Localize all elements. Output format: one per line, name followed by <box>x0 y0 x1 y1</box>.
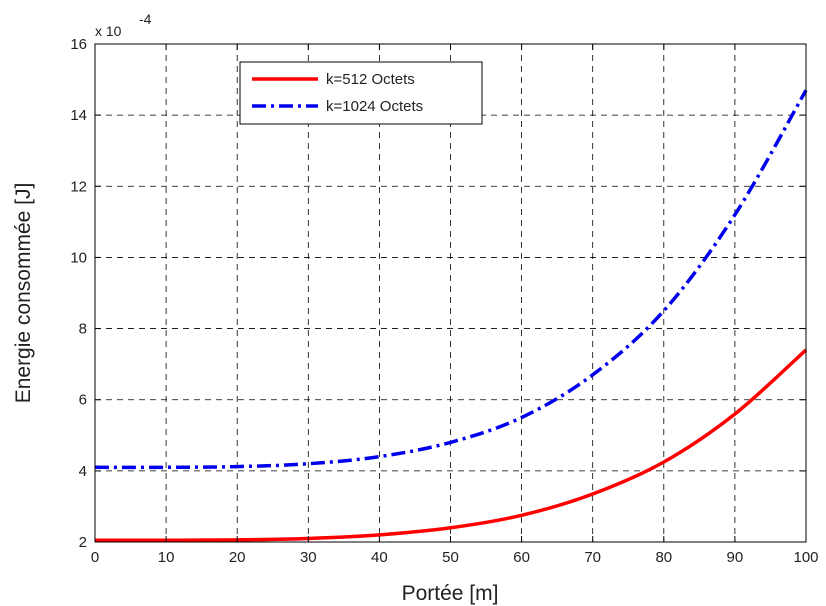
x-tick-label: 60 <box>513 549 530 566</box>
series-line-k512 <box>94 348 808 542</box>
y-tick-label: 12 <box>70 178 87 195</box>
x-tick-label: 40 <box>371 549 388 566</box>
x-axis-label: Portée [m] <box>402 582 499 605</box>
series-layer <box>94 89 808 542</box>
x-tick-label: 0 <box>91 549 99 566</box>
axis-ticks: 0 10 20 30 40 50 60 70 80 90 100 2 4 6 8 10 12 14 16 <box>70 36 818 566</box>
y-multiplier-exponent: -4 <box>139 11 152 27</box>
x-tick-label: 30 <box>300 549 317 566</box>
y-tick-label: 6 <box>79 392 87 409</box>
plot-area <box>95 44 806 542</box>
x-tick-label: 100 <box>793 549 818 566</box>
legend: k=512 Octets k=1024 Octets <box>239 61 483 125</box>
legend-label-k512: k=512 Octets <box>326 71 415 88</box>
y-multiplier-base: x 10 <box>95 23 122 39</box>
series-line-k1024 <box>94 89 808 470</box>
x-tick-label: 80 <box>655 549 672 566</box>
y-tick-label: 8 <box>79 321 87 338</box>
y-axis-label: Energie consommée [J] <box>12 183 35 404</box>
y-tick-label: 4 <box>79 463 87 480</box>
y-tick-label: 14 <box>70 107 87 124</box>
y-tick-label: 2 <box>79 534 87 551</box>
x-tick-label: 90 <box>727 549 744 566</box>
legend-label-k1024: k=1024 Octets <box>326 98 423 115</box>
y-tick-label: 16 <box>70 36 87 53</box>
y-tick-label: 10 <box>70 249 87 266</box>
legend-box <box>239 61 483 125</box>
x-tick-label: 70 <box>584 549 601 566</box>
x-tick-label: 50 <box>442 549 459 566</box>
x-tick-label: 10 <box>158 549 175 566</box>
x-tick-label: 20 <box>229 549 246 566</box>
